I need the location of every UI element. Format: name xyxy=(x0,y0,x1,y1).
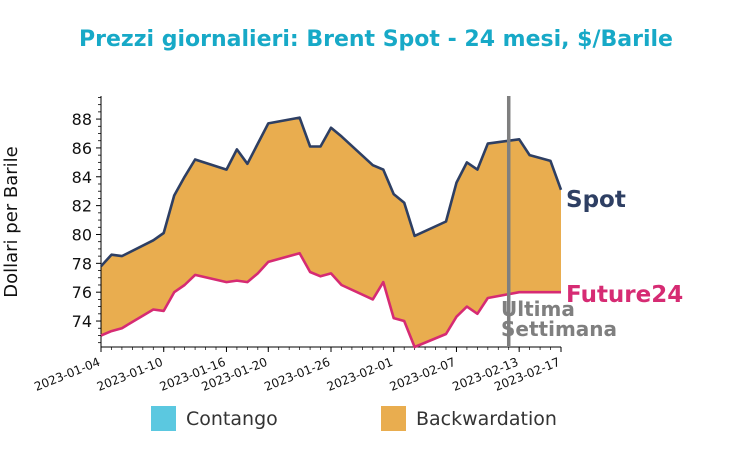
legend: Contango Backwardation xyxy=(151,406,557,431)
y-tick-label: 78 xyxy=(72,254,92,273)
y-axis-label: Dollari per Barile xyxy=(1,146,22,298)
legend-label-backwardation: Backwardation xyxy=(416,408,557,430)
spot-line xyxy=(100,116,563,268)
legend-swatch-contango xyxy=(151,406,176,431)
future24-line xyxy=(100,251,561,349)
last-week-label-line1: Ultima xyxy=(501,297,575,321)
y-tick-label: 80 xyxy=(72,225,92,244)
backwardation-area-layer xyxy=(101,117,561,347)
y-tick-label: 76 xyxy=(72,283,92,302)
chart-title: Prezzi giornalieri: Brent Spot - 24 mesi… xyxy=(79,27,673,52)
x-tick-label: 2023-01-26 xyxy=(262,355,332,394)
y-tick-label: 86 xyxy=(72,139,92,158)
y-tick-label: 84 xyxy=(72,168,92,187)
series-lines-layer: Spot Future24 xyxy=(100,116,683,349)
spot-series-label: Spot xyxy=(566,187,626,213)
x-tick-label: 2023-01-10 xyxy=(95,355,165,394)
x-tick-label: 2023-02-07 xyxy=(388,355,458,394)
last-week-label-line2: Settimana xyxy=(501,317,617,341)
y-tick-label: 82 xyxy=(72,197,92,216)
legend-label-contango: Contango xyxy=(186,408,278,430)
backwardation-area xyxy=(101,117,561,347)
legend-swatch-backwardation xyxy=(381,406,406,431)
y-tick-label: 88 xyxy=(72,110,92,129)
future24-series-label: Future24 xyxy=(566,282,683,308)
x-tick-label: 2023-01-04 xyxy=(32,355,102,394)
x-tick-label: 2023-02-01 xyxy=(325,355,395,394)
y-tick-label: 74 xyxy=(72,312,92,331)
